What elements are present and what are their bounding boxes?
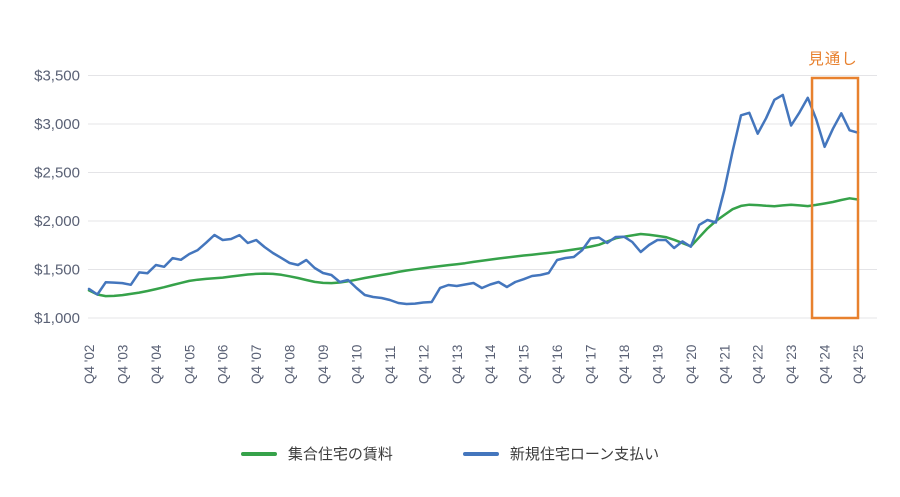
x-axis-tick-label: Q4 '05: [182, 345, 197, 384]
x-axis-tick-label: Q4 '19: [650, 345, 665, 384]
forecast-box: [810, 76, 860, 320]
x-axis-tick-label: Q4 '24: [818, 344, 833, 384]
x-axis-tick-label: Q4 '07: [249, 345, 264, 384]
line-chart-canvas: $1,000 $1,500 $2,000 $2,500 $3,000 $3,500 Q4 '…: [34, 68, 877, 384]
x-axis-tick-label: Q4 '04: [149, 344, 164, 384]
x-axis-tick-label: Q4 '11: [383, 346, 398, 384]
y-axis-tick-label: $1,000: [34, 310, 80, 327]
x-axis-tick-label: Q4 '08: [283, 345, 298, 384]
y-axis-tick-label: $2,500: [34, 165, 80, 182]
x-axis-tick-label: Q4 '02: [82, 345, 97, 384]
y-axis-tick-label: $3,500: [34, 68, 80, 85]
x-axis-tick-label: Q4 '06: [216, 345, 231, 384]
mortgage-line: [87, 93, 860, 306]
x-axis-tick-label: Q4 '25: [851, 345, 866, 384]
forecast-annotation-label: 見通し: [808, 51, 858, 68]
x-axis-tick-label: Q4 '13: [450, 345, 465, 384]
x-axis-tick-label: Q4 '17: [584, 345, 599, 384]
rent-series-label: 集合住宅の賃料: [287, 446, 393, 463]
legend-item-rent: 集合住宅の賃料: [240, 443, 393, 464]
x-axis-tick-label: Q4 '20: [684, 345, 699, 384]
x-axis-tick-label: Q4 '12: [416, 345, 431, 384]
y-axis-tick-label: $1,500: [34, 262, 80, 279]
x-axis-tick-label: Q4 '21: [717, 345, 732, 384]
mortgage-series-swatch: [462, 451, 499, 456]
x-axis-tick-label: Q4 '22: [751, 345, 766, 384]
legend: 集合住宅の賃料 新規住宅ローン支払い: [0, 443, 900, 464]
x-axis-tick-label: Q4 '15: [517, 345, 532, 384]
x-axis-tick-label: Q4 '16: [550, 345, 565, 384]
x-axis-tick-label: Q4 '03: [115, 345, 130, 384]
mortgage-series-label: 新規住宅ローン支払い: [509, 446, 660, 463]
x-axis-tick-label: Q4 '10: [349, 345, 364, 384]
x-axis-tick-label: Q4 '23: [784, 345, 799, 384]
y-axis-tick-label: $2,000: [34, 213, 80, 230]
rent-line: [87, 197, 860, 298]
y-axis-tick-label: $3,000: [34, 116, 80, 133]
legend-item-mortgage: 新規住宅ローン支払い: [462, 443, 660, 464]
x-axis-tick-label: Q4 '09: [316, 345, 331, 384]
x-axis-tick-label: Q4 '18: [617, 345, 632, 384]
x-axis-tick-label: Q4 '14: [483, 344, 498, 384]
rent-series-swatch: [240, 451, 277, 456]
